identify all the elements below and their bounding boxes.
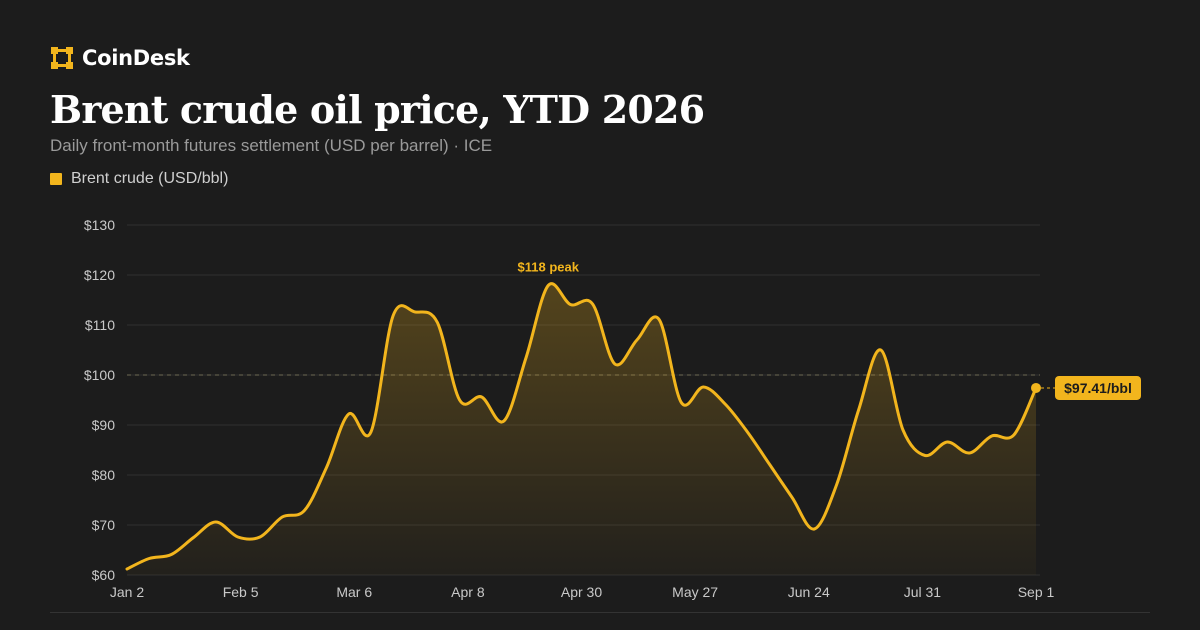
- data-point: [125, 567, 129, 571]
- data-point: [945, 440, 949, 444]
- y-axis-ticks: $60 $70 $80 $90 $100 $110 $120 $130: [84, 217, 115, 583]
- chart-title: Brent crude oil price, YTD 2026: [50, 87, 705, 132]
- data-point: [812, 527, 816, 531]
- data-point: [568, 303, 572, 307]
- data-point: [768, 463, 772, 467]
- series-area: [127, 283, 1036, 575]
- coindesk-logo-icon: [51, 47, 73, 69]
- y-tick-label: $70: [92, 517, 116, 533]
- data-point: [923, 454, 927, 458]
- data-point: [325, 466, 329, 470]
- footer-divider: [50, 612, 1150, 613]
- last-value-dot: [1031, 382, 1041, 393]
- x-tick-label: Jul 31: [904, 584, 942, 600]
- data-point: [967, 451, 971, 455]
- data-point: [857, 408, 861, 412]
- data-point: [524, 356, 528, 360]
- data-point: [169, 553, 173, 557]
- data-point: [990, 434, 994, 438]
- chart-legend: Brent crude (USD/bbl): [50, 170, 228, 188]
- data-point: [635, 338, 639, 342]
- data-point: [879, 348, 883, 352]
- series-line: [125, 282, 1038, 571]
- y-tick-label: $120: [84, 267, 115, 283]
- data-point: [1012, 433, 1016, 437]
- x-tick-label: Sep 1: [1018, 584, 1055, 600]
- data-point: [657, 318, 661, 322]
- data-point: [480, 395, 484, 399]
- legend-label: Brent crude (USD/bbl): [71, 170, 229, 187]
- y-tick-label: $90: [92, 417, 116, 433]
- y-tick-label: $130: [84, 217, 115, 233]
- data-point: [613, 362, 617, 366]
- x-tick-label: Mar 6: [336, 584, 372, 600]
- data-point: [790, 496, 794, 500]
- y-tick-label: $110: [85, 317, 115, 333]
- brand-name: CoinDesk: [82, 46, 190, 70]
- x-tick-label: Jan 2: [110, 584, 144, 600]
- data-point: [258, 535, 262, 539]
- data-point: [746, 431, 750, 435]
- data-point: [591, 302, 595, 306]
- data-point: [302, 509, 306, 513]
- data-point: [901, 428, 905, 432]
- data-point: [280, 515, 284, 519]
- data-point: [458, 398, 462, 402]
- data-point: [834, 483, 838, 487]
- x-tick-label: Apr 8: [451, 584, 485, 600]
- x-axis-ticks: Jan 2 Feb 5 Mar 6 Apr 8 Apr 30 May 27 Jun 24 Ju…: [110, 584, 1055, 600]
- peak-annotation: $118 peak: [518, 260, 580, 275]
- last-value-label: $97.41/bbl: [1064, 380, 1132, 396]
- data-point: [214, 520, 218, 524]
- y-tick-label: $60: [92, 567, 116, 583]
- y-tick-label: $80: [92, 467, 116, 483]
- x-tick-label: Apr 30: [561, 584, 602, 600]
- data-point: [147, 557, 151, 561]
- data-point: [701, 385, 705, 389]
- data-point: [369, 430, 373, 434]
- data-point: [679, 401, 683, 405]
- data-point: [435, 321, 439, 325]
- data-point: [502, 419, 506, 423]
- data-point: [192, 536, 196, 540]
- data-point: [347, 412, 351, 416]
- legend-swatch: [50, 173, 62, 185]
- data-point: [391, 314, 395, 318]
- x-tick-label: Feb 5: [223, 584, 259, 600]
- chart-subtitle: Daily front-month futures settlement (US…: [50, 136, 493, 155]
- data-point: [724, 403, 728, 407]
- data-point: [236, 535, 240, 539]
- x-tick-label: May 27: [672, 584, 718, 600]
- y-tick-label: $100: [84, 367, 115, 383]
- data-point: [546, 284, 550, 288]
- last-value-badge: $97.41/bbl: [1055, 375, 1141, 400]
- price-chart: $60 $70 $80 $90 $100 $110 $120 $130 Jan 2 Feb 5 M…: [84, 217, 1141, 600]
- x-tick-label: Jun 24: [788, 584, 830, 600]
- data-point: [413, 310, 417, 314]
- brand-logo[interactable]: CoinDesk: [50, 46, 190, 70]
